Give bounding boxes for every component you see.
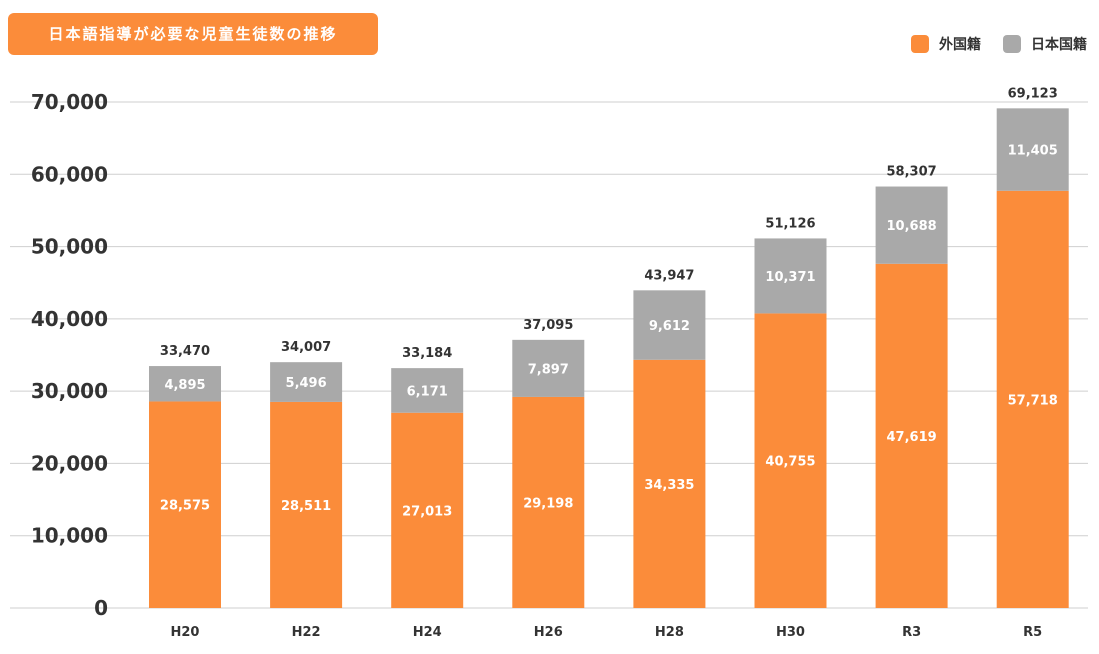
y-tick-label-10000: 10,000 bbox=[31, 524, 108, 548]
x-tick-label-H24: H24 bbox=[413, 625, 442, 640]
data-label-H22-japanese: 5,496 bbox=[286, 376, 327, 391]
data-label-H20-japanese: 4,895 bbox=[164, 378, 205, 393]
chart-title: 日本語指導が必要な児童生徒数の推移 bbox=[8, 13, 378, 55]
bar-H22-foreign bbox=[270, 401, 343, 608]
legend-swatch-japanese bbox=[1003, 35, 1021, 53]
bar-H26-foreign bbox=[512, 396, 585, 608]
data-label-R3-japanese: 10,688 bbox=[887, 219, 937, 234]
bar-H28-japanese bbox=[633, 290, 706, 360]
x-tick-label-H30: H30 bbox=[776, 625, 805, 640]
total-label-H24: 33,184 bbox=[402, 346, 452, 361]
total-label-H30: 51,126 bbox=[765, 216, 815, 231]
data-label-H30-japanese: 10,371 bbox=[765, 270, 815, 285]
y-tick-label-70000: 70,000 bbox=[31, 90, 108, 114]
legend-item-japanese: 日本国籍 bbox=[1003, 34, 1087, 54]
data-label-H26-japanese: 7,897 bbox=[528, 362, 569, 377]
x-tick-label-R3: R3 bbox=[902, 625, 921, 640]
y-tick-label-30000: 30,000 bbox=[31, 379, 108, 403]
legend-item-foreign: 外国籍 bbox=[911, 34, 981, 54]
data-label-H24-japanese: 6,171 bbox=[407, 384, 448, 399]
total-label-R3: 58,307 bbox=[887, 165, 937, 180]
bar-R3-foreign bbox=[875, 263, 948, 608]
total-label-H20: 33,470 bbox=[160, 344, 210, 359]
data-label-R5-foreign: 57,718 bbox=[1008, 393, 1058, 408]
data-label-H30-foreign: 40,755 bbox=[765, 455, 815, 470]
total-label-R5: 69,123 bbox=[1008, 86, 1058, 101]
data-label-H22-foreign: 28,511 bbox=[281, 499, 331, 514]
x-tick-label-H28: H28 bbox=[655, 625, 684, 640]
bar-R3-japanese bbox=[875, 186, 948, 264]
bar-R5-japanese bbox=[996, 108, 1069, 191]
bar-H20-foreign bbox=[149, 401, 221, 608]
bar-H30-foreign bbox=[754, 313, 827, 608]
bar-H20-japanese bbox=[149, 366, 221, 402]
y-tick-label-0: 0 bbox=[94, 596, 108, 620]
data-label-H28-japanese: 9,612 bbox=[649, 319, 690, 334]
total-label-H26: 37,095 bbox=[523, 318, 573, 333]
bar-H28-foreign bbox=[633, 359, 706, 608]
y-tick-label-40000: 40,000 bbox=[31, 307, 108, 331]
total-label-H28: 43,947 bbox=[644, 268, 694, 283]
y-tick-label-60000: 60,000 bbox=[31, 162, 108, 186]
legend: 外国籍 日本国籍 bbox=[889, 34, 1087, 54]
legend-label-foreign: 外国籍 bbox=[939, 37, 981, 53]
x-tick-label-H22: H22 bbox=[292, 625, 321, 640]
data-label-H26-foreign: 29,198 bbox=[523, 496, 573, 511]
data-label-R5-japanese: 11,405 bbox=[1008, 144, 1058, 159]
x-tick-label-R5: R5 bbox=[1023, 625, 1042, 640]
legend-swatch-foreign bbox=[911, 35, 929, 53]
bar-H26-japanese bbox=[512, 339, 585, 397]
data-label-R3-foreign: 47,619 bbox=[887, 430, 937, 445]
bar-R5-foreign bbox=[996, 190, 1069, 608]
total-label-H22: 34,007 bbox=[281, 340, 331, 355]
bar-H24-foreign bbox=[391, 412, 464, 608]
x-tick-label-H26: H26 bbox=[534, 625, 563, 640]
data-label-H20-foreign: 28,575 bbox=[160, 499, 210, 514]
y-tick-label-50000: 50,000 bbox=[31, 235, 108, 259]
bar-H24-japanese bbox=[391, 368, 464, 413]
data-label-H28-foreign: 34,335 bbox=[644, 478, 694, 493]
x-tick-label-H20: H20 bbox=[171, 625, 200, 640]
legend-label-japanese: 日本国籍 bbox=[1031, 37, 1087, 53]
bar-H22-japanese bbox=[270, 362, 343, 402]
data-label-H24-foreign: 27,013 bbox=[402, 504, 452, 519]
bar-H30-japanese bbox=[754, 238, 827, 314]
y-tick-label-20000: 20,000 bbox=[31, 451, 108, 475]
